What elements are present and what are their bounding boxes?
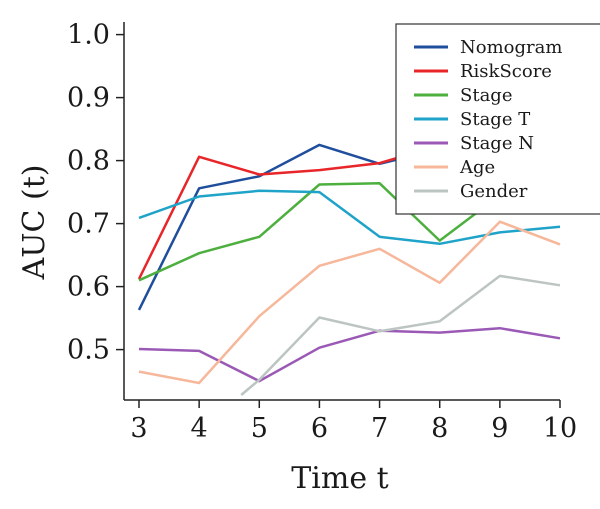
y-axis-title: AUC (t): [17, 165, 52, 281]
legend-label-riskscore: RiskScore: [460, 61, 552, 82]
legend-label-age: Age: [459, 157, 495, 178]
x-tick-label: 9: [491, 413, 508, 444]
y-tick-label: 0.8: [67, 146, 110, 177]
legend-label-nomogram: Nomogram: [460, 37, 562, 58]
x-tick-label: 7: [371, 413, 388, 444]
series-line-stage-n: [138, 326, 561, 383]
y-tick-label: 0.7: [67, 209, 110, 240]
legend: Nomogram RiskScore Stage Stage T Stage N Age G…: [395, 23, 600, 215]
y-tick-label: 1.0: [67, 20, 110, 51]
axes: 0.5 0.6 0.7 0.8 0.9 1.0 3 4 5 6 7 8 9 10: [67, 20, 577, 444]
series-line-stage-t: [138, 189, 561, 246]
x-tick-label: 3: [130, 413, 147, 444]
x-tick-label: 8: [431, 413, 448, 444]
x-tick-label: 10: [543, 413, 577, 444]
x-axis-title: Time t: [291, 461, 388, 496]
y-tick-label: 0.6: [67, 272, 110, 303]
legend-label-stage-n: Stage N: [460, 133, 534, 154]
x-tick-label: 6: [311, 413, 328, 444]
y-tick-label: 0.9: [67, 83, 110, 114]
series-line-age: [138, 220, 561, 385]
y-tick-label: 0.5: [67, 335, 110, 366]
x-tick-label: 4: [191, 413, 208, 444]
legend-label-stage-t: Stage T: [460, 109, 530, 130]
series-line-gender: [240, 274, 561, 396]
legend-label-stage: Stage: [460, 85, 512, 106]
x-tick-label: 5: [251, 413, 268, 444]
legend-label-gender: Gender: [460, 181, 528, 202]
